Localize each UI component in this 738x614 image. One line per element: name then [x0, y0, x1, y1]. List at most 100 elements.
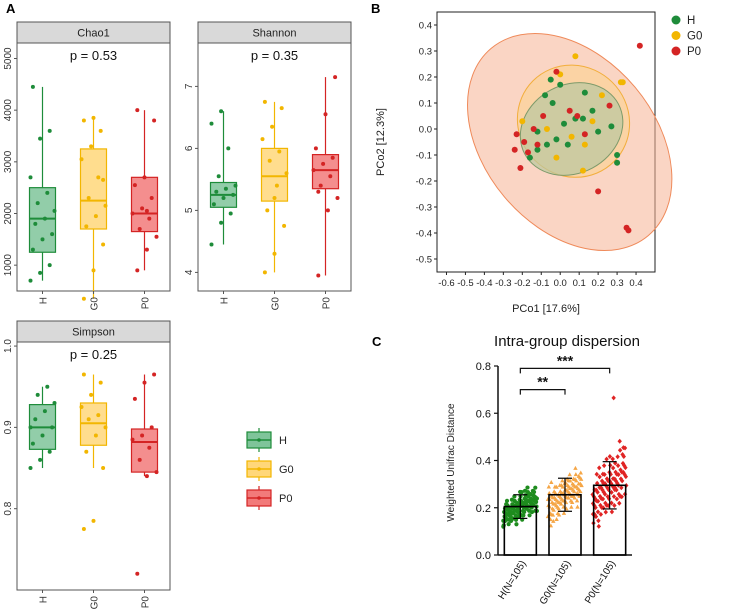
data-point [137, 227, 142, 231]
pcoa-point [581, 131, 588, 138]
x-tick-label: G0 [271, 297, 282, 311]
data-point [79, 405, 84, 410]
pcoa-point [619, 79, 626, 86]
data-point [330, 155, 335, 160]
data-point [28, 175, 33, 180]
jitter-point [579, 483, 584, 488]
x-tick-label: G0 [90, 596, 101, 609]
alpha-legend: H G0 P0 [246, 428, 294, 510]
y-tick-label: 0.3 [419, 47, 432, 58]
data-point [233, 183, 238, 188]
data-point [142, 380, 147, 385]
jitter-point [617, 447, 623, 453]
data-point [130, 437, 135, 442]
jitter-point [617, 493, 623, 499]
pcoa-point [625, 227, 632, 234]
y-tick-label: 0.9 [3, 420, 14, 434]
box [28, 187, 57, 253]
data-point [152, 372, 157, 377]
box [79, 148, 108, 230]
jitter-point [547, 490, 552, 495]
jitter-point [608, 480, 614, 486]
data-point [35, 201, 40, 206]
y-tick-label: -0.3 [416, 203, 432, 214]
y-tick-label: 1000 [3, 254, 14, 277]
data-point [28, 425, 33, 430]
x-tick-label: P0 [322, 297, 333, 310]
jitter-point [534, 496, 540, 501]
jitter-point [618, 476, 624, 482]
data-point [84, 449, 89, 454]
jitter-point [574, 478, 579, 483]
jitter-point [571, 476, 576, 481]
data-point [262, 270, 267, 275]
data-point [135, 108, 140, 113]
jitter-point [617, 438, 622, 444]
legend-label: H [687, 15, 695, 27]
pcoa-point [595, 188, 602, 195]
jitter-point [597, 465, 602, 471]
jitter-point [613, 478, 619, 484]
data-point [149, 196, 154, 200]
significance-label: *** [557, 352, 574, 368]
data-point [96, 175, 101, 180]
pcoa-point [598, 92, 605, 99]
data-point [321, 161, 326, 166]
data-point [328, 174, 333, 179]
confidence-ellipse [519, 82, 624, 176]
y-axis-label: PCo2 [12.3%] [375, 108, 387, 176]
pcoa-point [540, 113, 547, 119]
pcoa-point [542, 92, 549, 99]
jitter-point [569, 499, 575, 504]
jitter-point [524, 498, 530, 503]
jitter-point [504, 511, 509, 517]
jitter-point [623, 474, 629, 480]
jitter-point [549, 512, 554, 517]
x-tick-label: H [220, 297, 231, 304]
data-point [325, 208, 330, 213]
p-value-label: p = 0.25 [70, 347, 117, 362]
data-point [274, 183, 279, 188]
data-point [209, 121, 214, 126]
data-point [38, 270, 43, 275]
data-point [86, 196, 91, 200]
data-point [81, 372, 86, 377]
jitter-point [527, 513, 532, 518]
jitter-point [610, 476, 616, 482]
dispersion-panel: Intra-group dispersion Weighted Unifrac D… [446, 333, 640, 607]
data-point [147, 445, 152, 450]
pcoa-point [511, 146, 518, 153]
jitter-point [574, 498, 580, 503]
data-point [81, 527, 86, 532]
data-point [50, 425, 55, 430]
data-point [335, 196, 340, 200]
x-tick-label: -0.4 [476, 278, 492, 289]
pcoa-point [553, 154, 560, 161]
data-point [132, 396, 137, 401]
facet-title: Chao1 [77, 28, 109, 40]
jitter-point [597, 474, 602, 480]
jitter-point [525, 485, 530, 490]
jitter-point [549, 480, 554, 485]
p-value-label: p = 0.53 [70, 48, 117, 63]
data-point [270, 124, 275, 129]
pcoa-point [608, 123, 615, 130]
jitter-point [569, 504, 574, 509]
jitter-point [599, 496, 604, 502]
jitter-point [612, 502, 617, 508]
pcoa-point [513, 131, 520, 138]
data-point [42, 216, 47, 221]
data-point [144, 208, 149, 213]
jitter-point [615, 454, 620, 460]
pcoa-point [636, 42, 643, 49]
jitter-point [572, 489, 577, 494]
legend-dot [671, 46, 681, 56]
jitter-point [610, 456, 615, 462]
pcoa-point [517, 165, 524, 171]
data-point [272, 251, 277, 256]
x-tick-label: P0(N=105) [583, 559, 618, 606]
x-tick-label: P0 [141, 596, 152, 609]
box [260, 147, 289, 202]
pcoa-point [581, 141, 588, 148]
jitter-point [516, 502, 521, 507]
